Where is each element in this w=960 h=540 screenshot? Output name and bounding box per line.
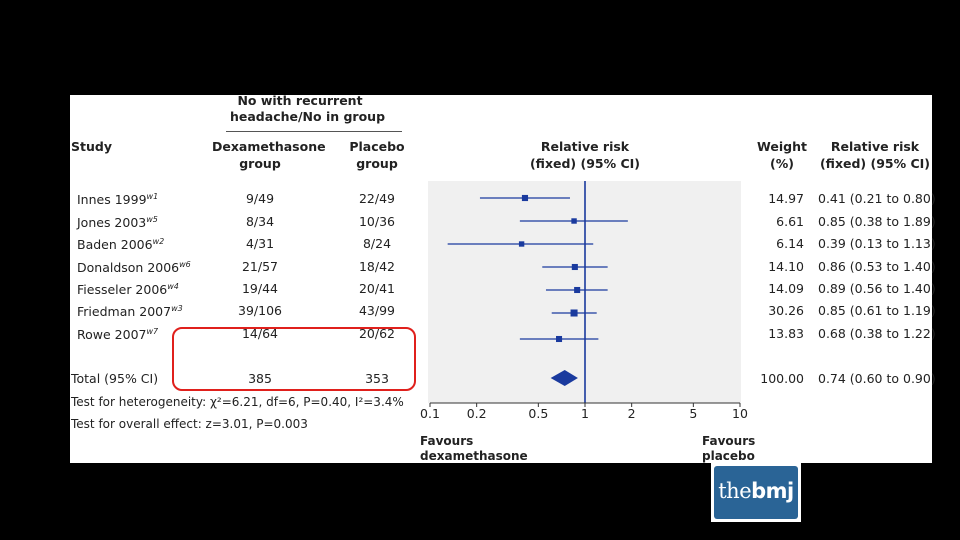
effect-marker (574, 286, 581, 294)
total-label: Total (95% CI) (71, 371, 159, 386)
dex-count: 21/57 (241, 259, 279, 274)
col-dex-header-line1: Dexamethasone (212, 139, 326, 154)
col-rr-header-line1: Relative risk (540, 139, 630, 154)
bmj-logo-badge: thebmj (714, 466, 798, 519)
x-tick-label: 0.2 (467, 406, 487, 421)
study-name: Innes 1999w1 (77, 192, 159, 208)
rr-value: 0.68 (0.38 to 1.22) (818, 326, 936, 341)
dex-count: 19/44 (241, 281, 279, 296)
col-rr-header-line2: (fixed) (95% CI) (529, 156, 641, 171)
heterogeneity-note: Test for heterogeneity: χ²=6.21, df=6, P… (71, 395, 404, 409)
col-weight-header-line1: Weight (757, 139, 807, 154)
group-header-line2: headache/No in group (230, 109, 386, 124)
rr-value: 0.86 (0.53 to 1.40) (818, 259, 936, 274)
total-rr: 0.74 (0.60 to 0.90) (818, 371, 936, 386)
weight-value: 6.14 (776, 236, 804, 251)
placebo-count: 10/36 (358, 214, 396, 229)
x-tick-label: 5 (689, 406, 697, 421)
group-header-line1: No with recurrent (237, 93, 363, 108)
x-tick-label: 0.1 (420, 406, 440, 421)
study-name: Baden 2006w2 (77, 237, 165, 253)
x-tick-label: 2 (628, 406, 636, 421)
dex-count: 4/31 (245, 236, 275, 251)
weight-value: 30.26 (768, 303, 804, 318)
favours-right-line1: Favours (702, 434, 756, 448)
study-name: Donaldson 2006w6 (77, 260, 191, 276)
study-name: Rowe 2007w7 (77, 327, 159, 343)
effect-marker (571, 263, 578, 271)
placebo-count: 8/24 (362, 236, 392, 251)
rr-value: 0.39 (0.13 to 1.13) (818, 236, 936, 251)
rr-value: 0.89 (0.56 to 1.40) (818, 281, 936, 296)
col-rr2-header-line2: (fixed) (95% CI) (819, 156, 931, 171)
placebo-count: 43/99 (358, 303, 396, 318)
dex-count: 14/64 (241, 326, 279, 341)
header-rule (226, 131, 402, 132)
bmj-logo: thebmj (711, 463, 801, 522)
weight-value: 14.97 (768, 191, 804, 206)
study-name: Fiesseler 2006w4 (77, 282, 179, 298)
x-tick-label: 10 (732, 406, 748, 421)
bmj-logo-text: thebmj (718, 479, 794, 503)
weight-value: 14.10 (768, 259, 804, 274)
dex-count: 9/49 (245, 191, 275, 206)
rr-value: 0.85 (0.38 to 1.89) (818, 214, 936, 229)
weight-value: 14.09 (768, 281, 804, 296)
col-weight-header-line2: (%) (770, 156, 794, 171)
study-name: Jones 2003w5 (77, 215, 158, 231)
col-placebo-header-line2: group (356, 156, 398, 171)
placebo-count: 20/62 (358, 326, 396, 341)
weight-value: 6.61 (776, 214, 804, 229)
effect-marker (570, 309, 578, 317)
effect-marker (556, 335, 563, 343)
dex-count: 8/34 (245, 214, 275, 229)
total-placebo: 353 (365, 371, 389, 386)
study-name: Friedman 2007w3 (77, 304, 183, 320)
effect-marker (571, 218, 577, 224)
favours-left-line1: Favours (420, 434, 474, 448)
x-tick-label: 0.5 (528, 406, 548, 421)
dex-count: 39/106 (238, 303, 282, 318)
pooled-diamond (550, 370, 578, 386)
placebo-count: 20/41 (358, 281, 396, 296)
weight-value: 13.83 (768, 326, 804, 341)
effect-marker (521, 194, 529, 202)
placebo-count: 22/49 (358, 191, 396, 206)
total-dex: 385 (248, 371, 272, 386)
rr-value: 0.85 (0.61 to 1.19) (818, 303, 936, 318)
col-dex-header-line2: group (239, 156, 281, 171)
col-rr2-header-line1: Relative risk (830, 139, 920, 154)
x-tick-label: 1 (581, 406, 589, 421)
effect-marker (518, 241, 525, 247)
placebo-count: 18/42 (358, 259, 396, 274)
col-study-header: Study (71, 139, 112, 154)
highlight-box (172, 327, 416, 391)
favours-left-line2: dexamethasone (420, 449, 528, 463)
rr-value: 0.41 (0.21 to 0.80) (818, 191, 936, 206)
overall-effect-note: Test for overall effect: z=3.01, P=0.003 (71, 417, 308, 431)
col-placebo-header-line1: Placebo (349, 139, 405, 154)
favours-right-line2: placebo (702, 449, 755, 463)
total-weight: 100.00 (760, 371, 804, 386)
